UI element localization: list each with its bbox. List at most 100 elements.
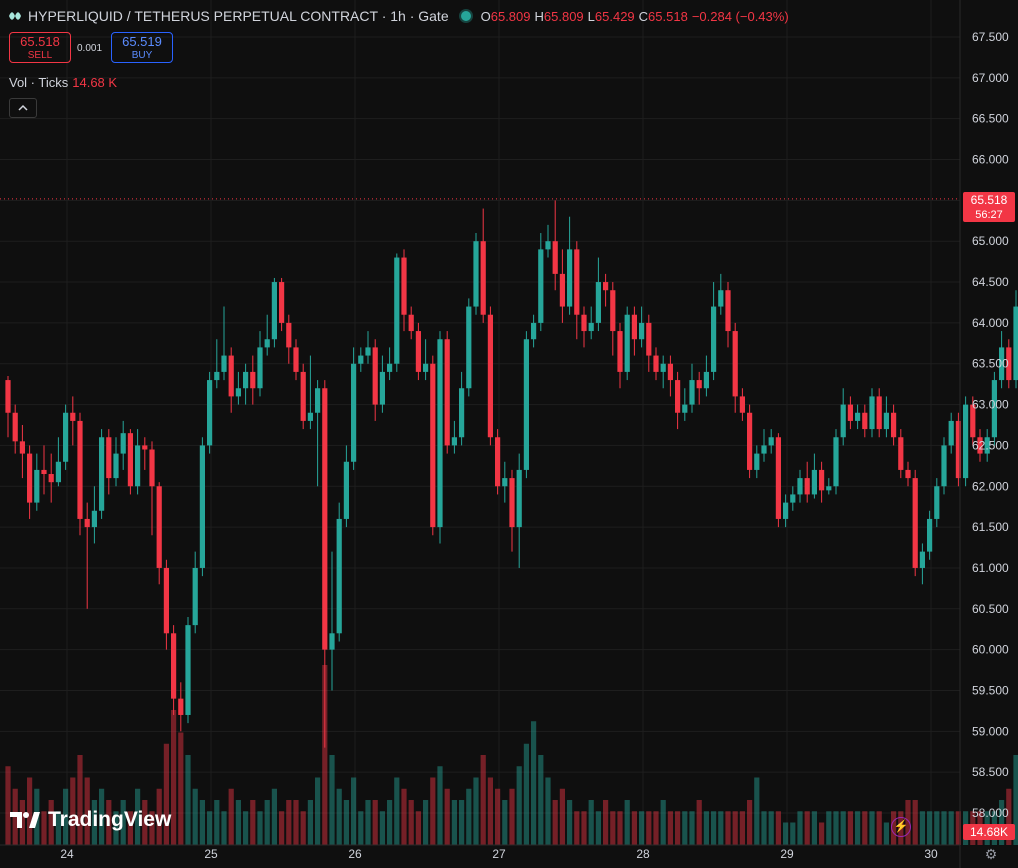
candle-body [495, 437, 501, 487]
candle-body [264, 339, 270, 348]
candle-body [473, 241, 479, 307]
volume-bar [415, 811, 421, 845]
candle-body [127, 433, 133, 487]
candle-body [725, 290, 731, 332]
y-tick-label: 65.000 [972, 234, 1009, 248]
y-tick-label: 61.000 [972, 561, 1009, 575]
volume-bar [523, 743, 529, 845]
candle-body [279, 282, 285, 323]
volume-bar [1006, 788, 1012, 845]
volume-bar [941, 811, 947, 845]
volume-bar [41, 811, 47, 845]
candle-body [300, 371, 306, 421]
candle-body [430, 363, 436, 528]
last-price-value: 65.518 [971, 193, 1008, 207]
candle-body [811, 469, 817, 495]
candle-body [559, 273, 565, 307]
candle-body [934, 486, 940, 519]
volume-bar [459, 800, 465, 845]
candle-body [862, 412, 868, 430]
x-tick-label: 28 [636, 847, 650, 861]
candle-body [171, 633, 177, 699]
candle-body [401, 257, 407, 315]
volume-bar [610, 811, 616, 845]
candle-body [847, 404, 853, 421]
volume-bars [5, 665, 1018, 845]
volume-bar [394, 777, 400, 845]
candle-body [142, 445, 148, 450]
candle-body [199, 445, 205, 568]
low-label: L [587, 8, 595, 24]
candle-body [77, 420, 83, 519]
tradingview-brand: TradingView [48, 808, 172, 831]
candle-body [999, 347, 1005, 381]
volume-bar [725, 811, 731, 845]
volume-bar [703, 811, 709, 845]
candle-body [307, 412, 313, 421]
tradingview-logo[interactable]: TradingView [10, 808, 171, 832]
candle-body [1013, 306, 1018, 381]
candle-body [747, 412, 753, 470]
bar-countdown: 56:27 [975, 209, 1003, 221]
volume-bar [135, 788, 141, 845]
volume-bar [91, 800, 97, 845]
collapse-legend-button[interactable] [9, 98, 37, 118]
candle-body [552, 241, 558, 274]
volume-bar [819, 822, 825, 845]
volume-bar [408, 800, 414, 845]
candle-body [919, 551, 925, 568]
candles [5, 200, 1018, 748]
candle-body [754, 453, 760, 470]
volume-bar [142, 800, 148, 845]
volume-bar [235, 800, 241, 845]
candle-body [41, 469, 47, 475]
volume-legend[interactable]: Vol · Ticks 14.68 K [9, 75, 117, 90]
candle-body [106, 437, 112, 479]
candle-body [214, 371, 220, 381]
lightning-icon[interactable]: ⚡ [891, 817, 911, 837]
candle-body [639, 322, 645, 340]
hyperliquid-logo-icon [9, 12, 21, 20]
volume-bar [847, 811, 853, 845]
buy-label: BUY [131, 50, 153, 61]
candle-body [459, 388, 465, 438]
volume-bar [833, 811, 839, 845]
volume-bar [243, 811, 249, 845]
volume-bar [70, 777, 76, 845]
volume-bar [343, 800, 349, 845]
volume-bar [401, 788, 407, 845]
symbol-title[interactable]: HYPERLIQUID / TETHERUS PERPETUAL CONTRAC… [28, 8, 449, 24]
candle-body [797, 478, 803, 495]
y-tick-label: 58.000 [972, 806, 1009, 820]
volume-bar [84, 777, 90, 845]
y-tick-label: 58.500 [972, 765, 1009, 779]
candle-body [963, 404, 969, 479]
volume-legend-value: 14.68 K [72, 75, 118, 90]
candle-body [804, 478, 810, 495]
volume-bar [178, 732, 184, 845]
volume-bar [667, 811, 673, 845]
buy-button[interactable]: 65.519 BUY [111, 32, 173, 63]
candle-body [387, 363, 393, 372]
volume-bar [567, 800, 573, 845]
candle-body [667, 363, 673, 381]
sell-button[interactable]: 65.518 SELL [9, 32, 71, 63]
candle-body [718, 290, 724, 307]
candle-body [343, 461, 349, 519]
gear-icon[interactable]: ⚙ [984, 846, 998, 862]
candle-body [927, 518, 933, 552]
volume-bar [999, 800, 1005, 845]
volume-bar [207, 811, 213, 845]
volume-bar [466, 788, 472, 845]
volume-bar [199, 800, 205, 845]
volume-bar [855, 811, 861, 845]
candle-body [336, 518, 342, 634]
y-tick-label: 67.000 [972, 71, 1009, 85]
volume-bar [387, 800, 393, 845]
volume-bar [934, 811, 940, 845]
volume-bar [718, 811, 724, 845]
volume-bar [768, 811, 774, 845]
candle-body [768, 437, 774, 446]
candle-body [437, 339, 443, 528]
